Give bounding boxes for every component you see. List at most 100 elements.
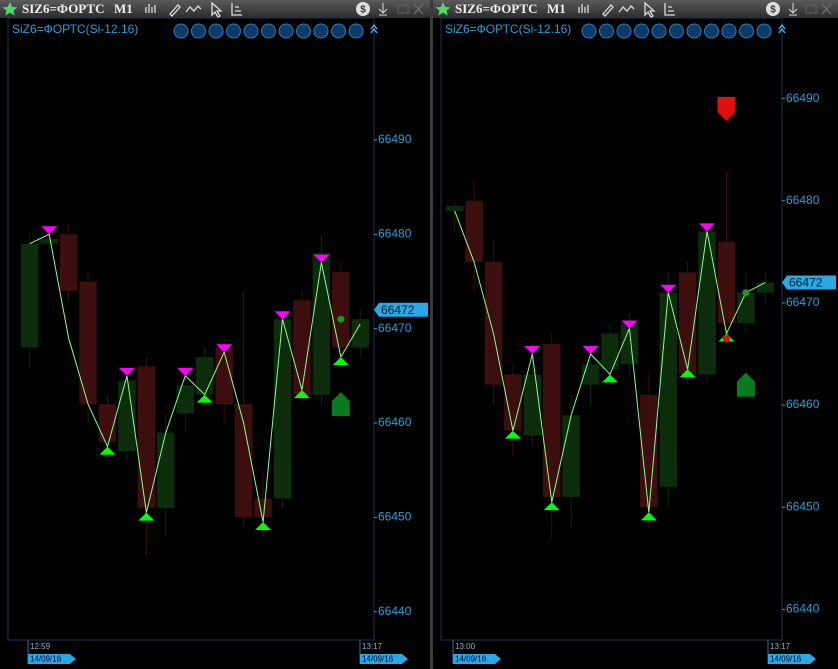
candle-body bbox=[678, 272, 697, 375]
title-bar-bg bbox=[0, 0, 430, 18]
candle-body bbox=[176, 385, 195, 414]
buy-signal bbox=[543, 502, 560, 511]
candle-body bbox=[504, 374, 522, 431]
nav-button[interactable] bbox=[721, 23, 737, 39]
indicator-icon[interactable] bbox=[618, 5, 635, 13]
candle-body bbox=[737, 292, 755, 324]
sell-signal bbox=[699, 223, 716, 232]
candle-body bbox=[601, 333, 619, 370]
candle-body bbox=[40, 239, 58, 244]
close-button[interactable] bbox=[821, 3, 832, 15]
timeframe[interactable]: M1 bbox=[114, 1, 133, 16]
nav-button[interactable] bbox=[348, 23, 364, 39]
buy-signal bbox=[138, 512, 155, 521]
candle-body bbox=[312, 253, 331, 395]
last-price-label: 66472 bbox=[789, 276, 823, 290]
last-price-label: 66472 bbox=[381, 303, 415, 317]
nav-button[interactable] bbox=[686, 23, 702, 39]
draw-icon[interactable] bbox=[169, 4, 181, 17]
pin-button[interactable] bbox=[788, 3, 798, 16]
nav-button[interactable] bbox=[634, 23, 649, 39]
signal-arrow bbox=[736, 372, 755, 397]
window-title: SIZ6=ФОРТС bbox=[455, 1, 537, 16]
collapse-button[interactable] bbox=[778, 23, 786, 34]
timeframe[interactable]: M1 bbox=[547, 1, 566, 16]
pin-button[interactable] bbox=[378, 3, 388, 16]
y-tick-label: 66470 bbox=[378, 321, 412, 335]
date-label: 14/09/16 bbox=[455, 655, 487, 664]
candle-body bbox=[620, 323, 639, 365]
date-tag bbox=[768, 654, 816, 664]
nav-button[interactable] bbox=[278, 23, 294, 39]
time-label: 13:17 bbox=[770, 642, 791, 651]
nav-button[interactable] bbox=[331, 23, 346, 39]
candle-body bbox=[659, 292, 677, 487]
sell-signal bbox=[216, 344, 233, 353]
close-button[interactable] bbox=[413, 3, 424, 15]
buy-signal bbox=[196, 394, 213, 403]
chart-type-icon[interactable] bbox=[578, 4, 589, 13]
nav-button[interactable] bbox=[296, 23, 311, 39]
nav-button[interactable] bbox=[208, 23, 224, 39]
candle-body bbox=[234, 404, 253, 518]
minimize-button[interactable] bbox=[805, 4, 817, 14]
nav-button[interactable] bbox=[704, 23, 719, 39]
candle-body bbox=[254, 498, 272, 518]
candle-body bbox=[137, 366, 156, 508]
nav-button[interactable] bbox=[191, 23, 206, 39]
nav-button[interactable] bbox=[599, 23, 614, 39]
nav-button[interactable] bbox=[739, 23, 754, 39]
cursor-icon[interactable] bbox=[211, 1, 223, 18]
candle-body bbox=[157, 432, 175, 508]
candle-body bbox=[79, 281, 97, 405]
favorite-icon[interactable] bbox=[435, 2, 451, 16]
date-label: 14/09/16 bbox=[770, 655, 802, 664]
y-tick-label: 66470 bbox=[786, 295, 820, 309]
currency-icon: $ bbox=[360, 5, 366, 16]
nav-button[interactable] bbox=[173, 23, 189, 39]
sell-signal bbox=[582, 345, 599, 354]
nav-button[interactable] bbox=[616, 23, 632, 39]
nav-button[interactable] bbox=[243, 23, 259, 39]
candle-body bbox=[59, 234, 78, 291]
template-icon[interactable] bbox=[664, 3, 675, 16]
nav-button[interactable] bbox=[669, 23, 684, 39]
candle-body bbox=[445, 205, 464, 211]
title-bar: SIZ6=ФОРТС M1 $ bbox=[0, 0, 430, 18]
buy-signal bbox=[679, 369, 696, 378]
draw-icon[interactable] bbox=[602, 4, 614, 17]
nav-button[interactable] bbox=[581, 23, 597, 39]
collapse-button[interactable] bbox=[370, 23, 378, 34]
y-tick-label: 66450 bbox=[786, 499, 820, 513]
nav-button[interactable] bbox=[313, 23, 329, 39]
sell-signal bbox=[41, 226, 58, 235]
buy-signal bbox=[602, 374, 618, 383]
sell-signal bbox=[621, 320, 638, 329]
sell-signal bbox=[274, 311, 291, 320]
currency-button[interactable] bbox=[766, 2, 780, 16]
candle-body bbox=[351, 319, 370, 348]
nav-button[interactable] bbox=[261, 23, 276, 39]
toolbar bbox=[145, 1, 242, 18]
chart-title: SiZ6=ФОРТС(Si-12.16) bbox=[445, 22, 571, 36]
zigzag-line bbox=[29, 233, 361, 523]
indicator-icon[interactable] bbox=[185, 5, 202, 13]
candle-body bbox=[293, 300, 311, 395]
date-tag bbox=[453, 654, 501, 664]
cursor-icon[interactable] bbox=[644, 1, 656, 18]
signal-dot bbox=[722, 335, 730, 343]
favorite-icon[interactable] bbox=[2, 2, 18, 16]
candle-body bbox=[118, 380, 136, 452]
currency-button[interactable] bbox=[356, 2, 370, 16]
y-tick-label: 66490 bbox=[786, 91, 820, 105]
chart-type-icon[interactable] bbox=[145, 4, 156, 13]
candle-body bbox=[20, 243, 39, 348]
y-tick-label: 66440 bbox=[786, 602, 820, 616]
minimize-button[interactable] bbox=[397, 4, 409, 14]
nav-button[interactable] bbox=[651, 23, 667, 39]
nav-button[interactable] bbox=[756, 23, 772, 39]
signal-arrow bbox=[331, 392, 350, 417]
template-icon[interactable] bbox=[231, 3, 242, 16]
nav-button[interactable] bbox=[226, 23, 241, 39]
time-label: 12:59 bbox=[30, 642, 51, 651]
